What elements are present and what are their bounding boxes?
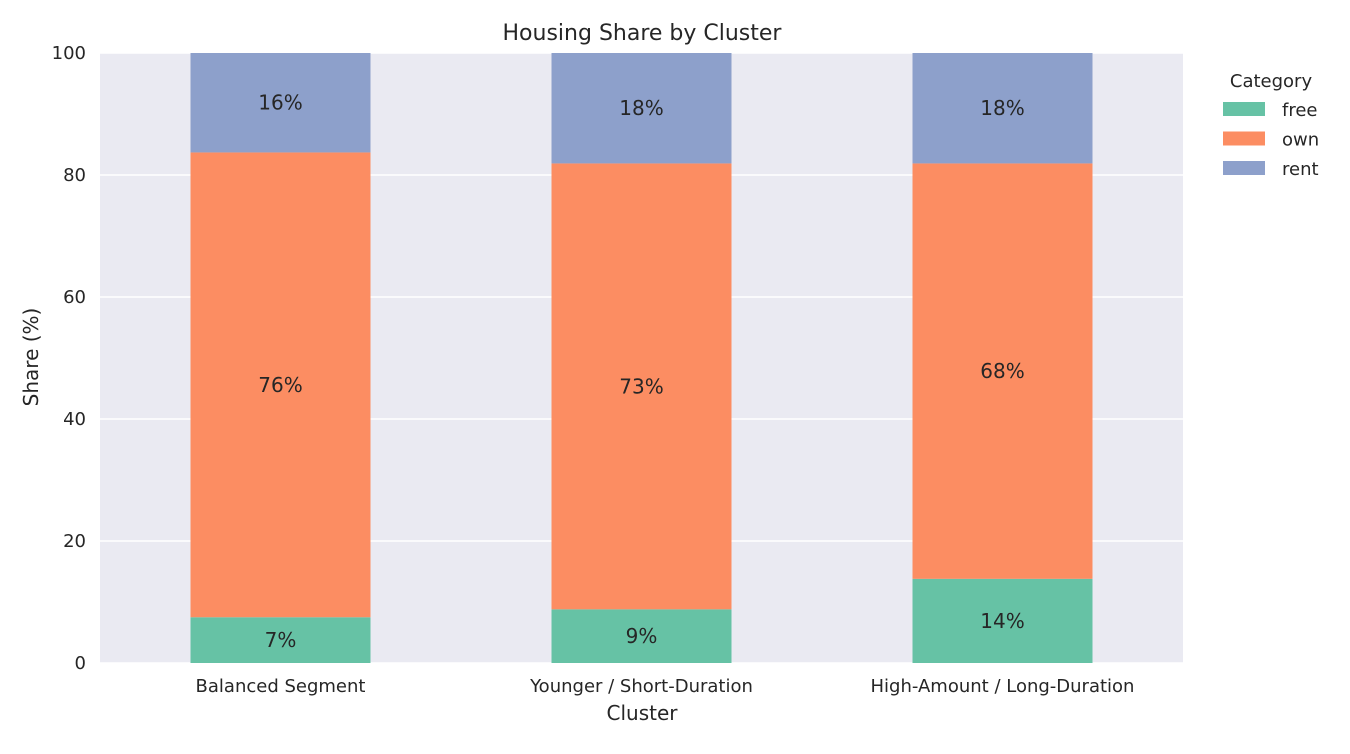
legend-label-free: free — [1282, 100, 1318, 121]
y-tick-label: 80 — [63, 165, 86, 186]
bar-value-label: 18% — [619, 96, 663, 120]
bar-value-label: 14% — [980, 609, 1024, 633]
bar-value-label: 73% — [619, 374, 663, 398]
chart-title: Housing Share by Cluster — [503, 21, 783, 46]
y-axis-title: Share (%) — [19, 308, 43, 407]
legend-swatch-rent — [1223, 161, 1265, 175]
legend-title: Category — [1230, 71, 1313, 92]
bar-segment-own — [912, 163, 1093, 579]
y-tick-label: 40 — [63, 409, 86, 430]
x-tick-label: High-Amount / Long-Duration — [871, 676, 1135, 697]
x-axis-title: Cluster — [607, 701, 679, 725]
bar-segment-free — [551, 609, 732, 663]
x-tick-label: Younger / Short-Duration — [529, 676, 753, 697]
bar-value-label: 76% — [258, 373, 302, 397]
y-tick-label: 20 — [63, 531, 86, 552]
legend-label-own: own — [1282, 130, 1319, 151]
legend: Category free own rent — [1223, 71, 1319, 180]
bar-segment-free — [912, 578, 1093, 663]
bar-segment-own — [551, 163, 732, 610]
legend-swatch-own — [1223, 131, 1265, 146]
bar-segment-rent — [190, 53, 371, 153]
bar-value-label: 7% — [265, 628, 297, 652]
x-tick-label: Balanced Segment — [196, 676, 366, 697]
legend-label-rent: rent — [1282, 159, 1319, 180]
bar-value-label: 16% — [258, 91, 302, 115]
bar-value-label: 18% — [980, 96, 1024, 120]
bar-labels: 7% 76% 16% 9% 73% 18% 14% 68% 18% — [258, 91, 1024, 652]
bar-segment-free — [190, 617, 371, 663]
y-tick-label: 0 — [75, 653, 86, 674]
bar-value-label: 68% — [980, 359, 1024, 383]
y-tick-label: 100 — [52, 43, 86, 64]
y-tick-label: 60 — [63, 287, 86, 308]
bar-segment-rent — [912, 53, 1093, 164]
bars — [190, 53, 1093, 663]
bar-value-label: 9% — [626, 624, 658, 648]
bar-segment-own — [190, 152, 371, 618]
bar-segment-rent — [551, 53, 732, 164]
legend-swatch-free — [1223, 102, 1265, 116]
axes: 0 20 40 60 80 100 Balanced Segment Younger / Sh… — [52, 43, 1135, 697]
